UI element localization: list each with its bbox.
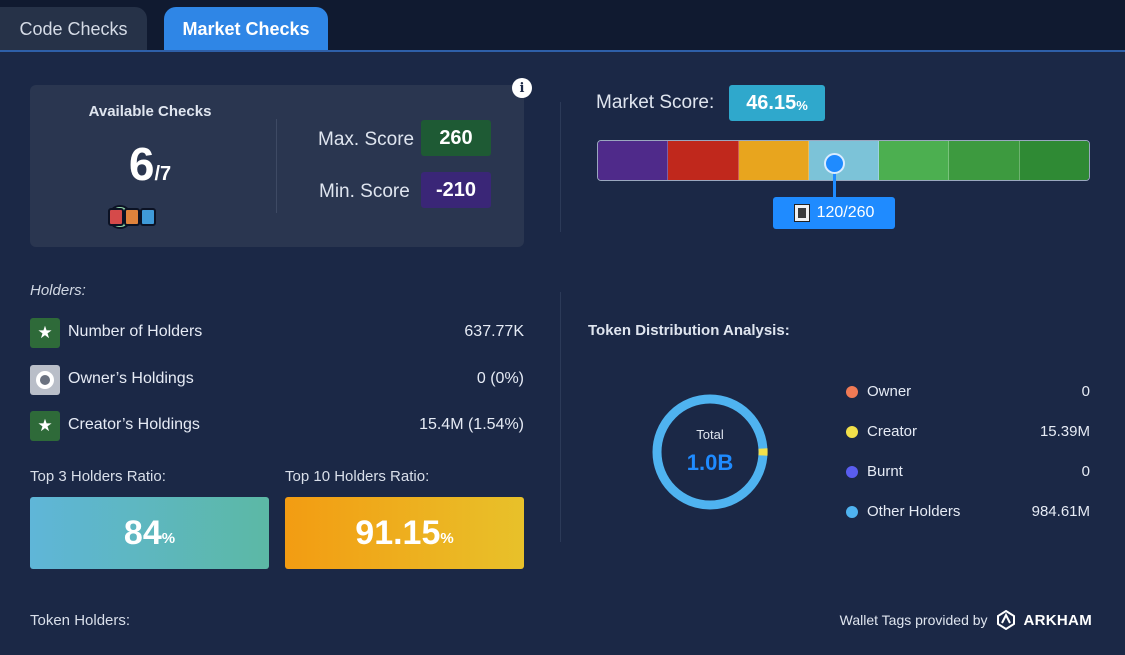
top3-ratio-label: Top 3 Holders Ratio:: [30, 468, 166, 485]
holder-row-value: 15.4M (1.54%): [419, 416, 524, 433]
vertical-divider: [560, 102, 561, 232]
star-icon: ★: [30, 318, 60, 348]
check-warn-icon: [124, 208, 140, 226]
top10-ratio-unit: %: [440, 529, 454, 547]
max-score-value: 260: [421, 120, 491, 156]
top3-ratio-box: 84%: [30, 497, 269, 569]
holders-heading: Holders:: [30, 282, 86, 299]
arkham-credit[interactable]: Wallet Tags provided by ARKHAM: [840, 610, 1092, 630]
card-divider: [276, 119, 277, 213]
market-score-value: 46.15: [746, 91, 797, 114]
holder-row-label: Owner’s Holdings: [68, 370, 194, 387]
legend-item-burnt: Burnt 0: [846, 461, 1090, 483]
legend-name: Creator: [867, 423, 918, 440]
score-bar-segment: [598, 141, 669, 180]
info-icon[interactable]: i: [512, 78, 532, 98]
donut-total-label: Total: [696, 427, 724, 442]
market-checks-panel: Available Checks 6/7 ✓ Max. Score 260 Mi…: [0, 50, 1125, 655]
score-marker-text: 120/260: [816, 204, 875, 221]
holder-row-owner: Owner’s Holdings 0 (0%): [30, 365, 524, 395]
donut-total-value: 1.0B: [686, 450, 734, 475]
market-score-label: Market Score:: [596, 92, 715, 113]
arkham-logo-icon: [996, 610, 1015, 630]
checks-total: /7: [154, 163, 172, 185]
legend-name: Owner: [867, 383, 912, 400]
available-checks-card: Available Checks 6/7 ✓ Max. Score 260 Mi…: [30, 85, 524, 247]
min-score-label: Min. Score: [319, 181, 410, 202]
distribution-title: Token Distribution Analysis:: [588, 322, 790, 339]
legend-dot: [846, 386, 858, 398]
top3-ratio-unit: %: [161, 529, 176, 547]
legend-item-other-holders: Other Holders 984.61M: [846, 501, 1090, 523]
vertical-divider: [560, 292, 561, 542]
check-info-icon: [140, 208, 156, 226]
score-bar-segment: [1019, 141, 1089, 180]
top10-ratio-value: 91.15: [355, 513, 441, 552]
holder-row-label: Number of Holders: [68, 323, 203, 340]
token-holders-heading: Token Holders:: [30, 612, 131, 629]
legend-value: 15.39M: [1039, 423, 1090, 440]
legend-dot: [846, 506, 858, 518]
available-checks-title: Available Checks: [88, 103, 212, 120]
top3-ratio-value: 84: [123, 513, 162, 552]
legend-dot: [846, 426, 858, 438]
tab-market-checks[interactable]: Market Checks: [164, 7, 328, 52]
score-bar-segment: [738, 141, 809, 180]
token-image-icon: [793, 204, 810, 222]
holder-row-value: 0 (0%): [476, 370, 524, 387]
arkham-brand: ARKHAM: [1023, 611, 1092, 629]
top10-ratio-label: Top 10 Holders Ratio:: [285, 468, 430, 485]
distribution-donut: [652, 394, 768, 510]
legend-name: Other Holders: [867, 503, 961, 520]
legend-item-creator: Creator 15.39M: [846, 421, 1090, 443]
ring-icon: [30, 365, 60, 395]
available-checks-count: 6/7: [30, 137, 270, 191]
legend-dot: [846, 466, 858, 478]
star-icon: ★: [30, 411, 60, 441]
tab-code-checks[interactable]: Code Checks: [0, 7, 147, 52]
max-score-label: Max. Score: [318, 129, 415, 150]
legend-item-owner: Owner 0: [846, 381, 1090, 403]
checks-status-strip: ✓: [108, 205, 190, 229]
score-bar-segment: [949, 141, 1020, 180]
holder-row-label: Creator’s Holdings: [68, 416, 200, 433]
legend-value: 0: [1081, 463, 1090, 480]
score-bar-segment: [879, 141, 950, 180]
legend-value: 0: [1081, 383, 1090, 400]
market-score-badge: 46.15%: [729, 85, 825, 121]
score-marker-line: [833, 160, 836, 198]
holder-row-creator: ★ Creator’s Holdings 15.4M (1.54%): [30, 411, 524, 441]
holder-row-number: ★ Number of Holders 637.77K: [30, 318, 524, 348]
score-marker-tag: 120/260: [773, 197, 895, 229]
tab-bar: Code Checks Market Checks: [0, 0, 1125, 52]
legend-name: Burnt: [867, 463, 903, 480]
market-score-unit: %: [796, 98, 808, 113]
holder-row-value: 637.77K: [464, 323, 524, 340]
min-score-value: -210: [421, 172, 491, 208]
legend-value: 984.61M: [1031, 503, 1090, 520]
check-fail-icon: [108, 208, 124, 226]
score-marker-dot[interactable]: [824, 153, 845, 174]
checks-count: 6: [128, 138, 155, 190]
score-bar-segment: [668, 141, 739, 180]
provided-by-text: Wallet Tags provided by: [839, 612, 988, 628]
top10-ratio-box: 91.15%: [285, 497, 524, 569]
